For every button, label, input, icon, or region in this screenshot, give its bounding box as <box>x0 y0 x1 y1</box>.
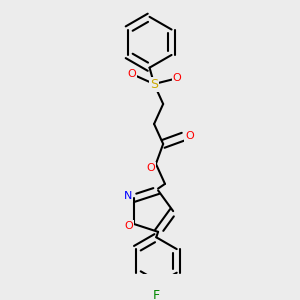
Text: O: O <box>172 73 181 83</box>
Text: O: O <box>146 163 155 172</box>
Text: O: O <box>185 131 194 141</box>
Text: O: O <box>124 221 133 231</box>
Text: O: O <box>127 69 136 79</box>
Text: N: N <box>124 191 133 202</box>
Text: S: S <box>150 77 158 91</box>
Text: F: F <box>153 289 160 300</box>
